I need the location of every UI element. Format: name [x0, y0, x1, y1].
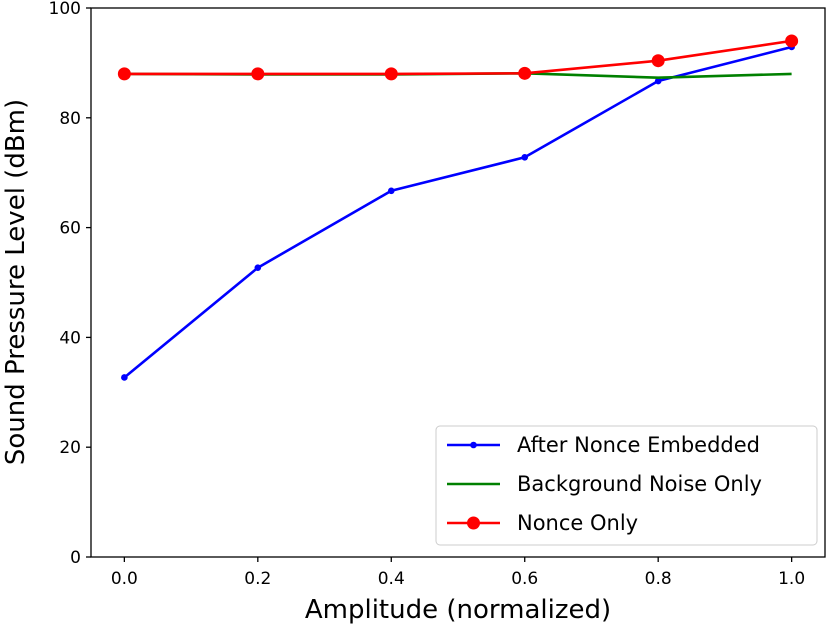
data-point-nonce-only	[117, 67, 131, 81]
legend-box	[435, 425, 818, 546]
y-tick-label: 60	[59, 219, 81, 239]
y-tick-label: 80	[59, 109, 81, 129]
data-point-nonce-only	[251, 67, 265, 81]
y-axis-label: Sound Pressure Level (dBm)	[1, 99, 31, 465]
data-point-after-nonce-embedded	[521, 154, 529, 161]
data-point-after-nonce-embedded	[121, 374, 128, 381]
data-point-nonce-only	[651, 54, 665, 68]
legend-label-nonce-only: Nonce Only	[517, 511, 638, 535]
y-tick-label: 40	[59, 328, 81, 348]
legend-label-background-noise-only: Background Noise Only	[517, 472, 762, 496]
legend-items: After Nonce Embedded Background Noise Onl…	[447, 433, 762, 535]
x-tick-label: 0.4	[378, 569, 405, 589]
series-line-nonce-only	[124, 39, 792, 76]
plot-frame	[90, 7, 826, 558]
y-tick-label: 20	[59, 438, 81, 458]
legend-marker-after-nonce-embedded	[470, 441, 477, 449]
x-tick-label: 0.8	[645, 569, 672, 589]
legend-label-after-nonce-embedded: After Nonce Embedded	[517, 433, 760, 457]
data-point-after-nonce-embedded	[387, 187, 395, 195]
legend: After Nonce Embedded Background Noise Onl…	[435, 425, 818, 546]
y-tick-label: 100	[49, 0, 81, 19]
x-tick-label: 0.6	[511, 569, 538, 589]
series-line-after-nonce-embedded	[123, 45, 792, 379]
x-tick-label: 0.0	[111, 569, 138, 589]
data-point-nonce-only	[384, 67, 398, 81]
legend-marker-nonce-only	[467, 516, 480, 530]
series-layer	[117, 34, 799, 381]
ticks-layer: 0.0 0.2 0.4 0.6 0.8 1.0 0 20 40 60 80 100	[49, 0, 806, 589]
data-point-after-nonce-embedded	[254, 264, 262, 271]
data-point-nonce-only	[518, 66, 532, 80]
x-tick-label: 1.0	[778, 569, 805, 589]
data-point-nonce-only	[785, 34, 799, 48]
x-tick-label: 0.2	[244, 569, 271, 589]
x-axis-label: Amplitude (normalized)	[305, 595, 611, 625]
data-point-after-nonce-embedded	[654, 77, 662, 85]
y-tick-label: 0	[70, 548, 81, 568]
